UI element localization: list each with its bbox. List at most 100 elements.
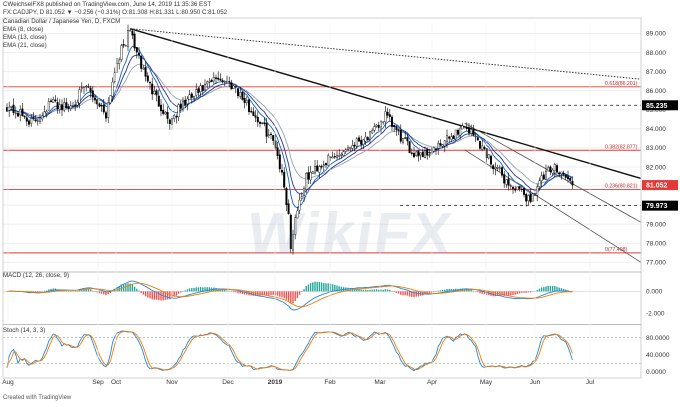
candle: [12, 98, 15, 116]
macd-histogram-bar: [78, 289, 81, 292]
macd-histogram-bar: [428, 291, 431, 294]
macd-histogram-bar: [195, 287, 197, 292]
macd-histogram-bar: [166, 291, 169, 300]
macd-histogram-bar: [518, 291, 521, 294]
candle-body: [175, 116, 178, 118]
candle: [52, 96, 55, 103]
x-tick-label: Dec: [222, 379, 234, 386]
candle-body: [408, 141, 411, 153]
candle: [523, 187, 526, 198]
candle-body: [177, 104, 180, 118]
candle-body: [133, 33, 136, 49]
candle-body: [228, 81, 231, 83]
candle-body: [186, 98, 189, 105]
candle: [164, 110, 167, 115]
candle: [316, 159, 319, 172]
candle-body: [265, 122, 268, 137]
macd-histogram-bar: [224, 290, 226, 292]
macd-histogram-bar: [369, 289, 371, 292]
candle: [276, 141, 279, 160]
candle-body: [164, 111, 167, 115]
candle-body: [232, 85, 235, 89]
candle-body: [93, 97, 96, 101]
macd-histogram-bar: [494, 291, 497, 297]
candle-body: [151, 83, 154, 95]
macd-histogram-bar: [448, 288, 450, 292]
candle-body: [109, 95, 112, 104]
candle: [173, 113, 176, 123]
candle: [470, 124, 473, 137]
candle-body: [148, 81, 151, 84]
candle-body: [333, 156, 336, 158]
macd-histogram-bar: [336, 285, 338, 292]
candle: [192, 95, 195, 101]
candle: [531, 192, 534, 202]
stoch-tick-label: 0.0000: [646, 369, 666, 376]
candle-body: [21, 108, 24, 117]
candle-body: [525, 193, 528, 202]
candle: [413, 146, 416, 159]
candle-body: [153, 91, 156, 95]
macd-histogram-bar: [301, 291, 303, 292]
candle-body: [5, 107, 8, 112]
candle: [137, 47, 140, 59]
stoch-panel[interactable]: [3, 330, 641, 372]
candle: [58, 98, 61, 114]
candle-body: [551, 169, 554, 174]
candle: [457, 128, 460, 137]
candle: [395, 125, 398, 136]
main-trendline: [130, 28, 642, 180]
candle: [241, 91, 244, 101]
candle: [459, 124, 462, 140]
macd-histogram-bar: [323, 282, 325, 292]
candle-body: [542, 174, 545, 180]
candle: [311, 170, 314, 174]
macd-histogram-bar: [221, 289, 224, 292]
candle-body: [353, 144, 356, 147]
symbol-line: FX:CADJPY, D 81.052 ▼ −0.256 (−0.31%) O:…: [3, 9, 228, 16]
candle-body: [536, 186, 539, 196]
candle-body: [104, 112, 107, 119]
macd-histogram-bar: [107, 291, 109, 295]
candle: [206, 80, 209, 89]
candle: [314, 160, 317, 175]
macd-histogram-bar: [127, 283, 129, 292]
macd-histogram-bar: [349, 288, 351, 292]
candle: [69, 101, 72, 112]
candle: [360, 135, 363, 149]
macd-histogram-bar: [329, 283, 332, 292]
candle: [509, 183, 512, 191]
macd-histogram-bar: [422, 291, 424, 296]
candle-body: [382, 121, 385, 123]
candle-body: [261, 122, 264, 124]
candle: [307, 166, 310, 184]
macd-histogram-bar: [175, 291, 178, 296]
candle: [274, 134, 277, 151]
candle-body: [441, 144, 444, 147]
macd-histogram-bar: [479, 291, 481, 294]
candle: [272, 135, 275, 146]
macd-histogram-bar: [413, 291, 415, 298]
candle-body: [25, 117, 28, 122]
macd-histogram-bar: [402, 291, 404, 296]
candle-body: [336, 155, 339, 158]
candle: [353, 142, 356, 152]
candle: [28, 119, 31, 128]
macd-histogram-bar: [144, 291, 147, 297]
candle: [245, 96, 248, 106]
candle: [382, 121, 385, 125]
macd-histogram-bar: [362, 289, 365, 292]
macd-histogram-bar: [483, 291, 486, 295]
price-tag: [642, 100, 678, 111]
macd-histogram-bar: [382, 289, 384, 292]
candle-body: [518, 186, 521, 189]
macd-histogram-bar: [81, 289, 83, 292]
macd-panel[interactable]: [3, 280, 641, 311]
price-panel[interactable]: 0.618(86.201) 0.382(82.877) 0.236(80.821) 0…: [3, 24, 642, 263]
candle-body: [492, 165, 495, 170]
candle: [410, 148, 413, 156]
candle: [267, 128, 270, 139]
candle: [476, 135, 479, 141]
macd-histogram-bar: [250, 291, 252, 296]
candle-body: [292, 234, 295, 251]
